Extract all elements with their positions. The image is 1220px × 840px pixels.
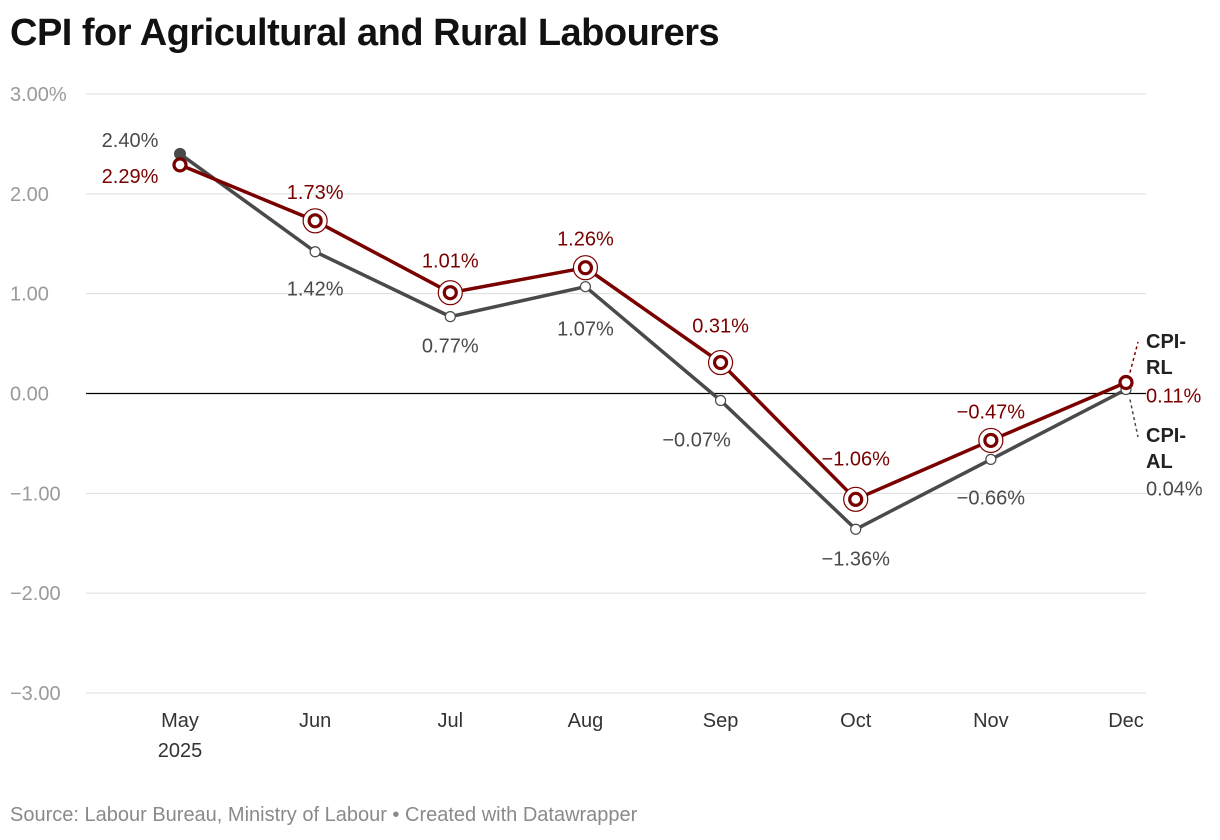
y-tick-label: 1.00 bbox=[10, 284, 49, 306]
data-point-cpi-rl bbox=[172, 157, 188, 173]
footer: Source: Labour Bureau, Ministry of Labou… bbox=[10, 804, 637, 827]
footer-separator: • bbox=[386, 804, 405, 826]
series-name-cpi-rl: RL bbox=[1146, 357, 1173, 379]
data-point-cpi-rl bbox=[848, 491, 864, 507]
x-tick-label: Nov bbox=[973, 710, 1009, 732]
data-label-cpi-rl: 1.01% bbox=[422, 251, 479, 273]
data-label-cpi-rl: −0.47% bbox=[957, 401, 1026, 423]
x-year-label: 2025 bbox=[158, 740, 203, 762]
gridlines bbox=[86, 93, 1146, 694]
y-tick-label: 0.00 bbox=[10, 384, 49, 406]
data-point-cpi-rl bbox=[1118, 374, 1134, 391]
y-axis-ticks: 3.00% 2.00 1.00 0.00 −1.00 −2.00 −3.00 bbox=[10, 84, 67, 705]
x-tick-label: Jun bbox=[299, 710, 331, 732]
data-label-cpi-al: 1.07% bbox=[557, 319, 614, 341]
data-point-cpi-rl bbox=[307, 213, 323, 229]
y-tick-label: −2.00 bbox=[10, 583, 61, 605]
x-tick-label: Oct bbox=[840, 710, 872, 732]
data-point-cpi-al bbox=[579, 281, 592, 293]
y-tick-label: 2.00 bbox=[10, 184, 49, 206]
series-name-cpi-rl: CPI- bbox=[1146, 331, 1186, 353]
data-point-cpi-al bbox=[309, 246, 321, 258]
data-point-cpi-rl bbox=[577, 260, 594, 276]
x-tick-label: Sep bbox=[703, 710, 739, 732]
y-tick-label: −3.00 bbox=[10, 683, 61, 705]
series-line-cpi-al bbox=[178, 152, 1128, 532]
leader-line-cpi-rl bbox=[1129, 341, 1139, 373]
data-label-cpi-al: −1.36% bbox=[822, 548, 891, 570]
line-chart: 3.00% 2.00 1.00 0.00 −1.00 −2.00 −3.00 May Jun J… bbox=[10, 84, 1203, 762]
data-label-cpi-rl: 0.31% bbox=[692, 316, 749, 338]
data-label-cpi-al: 0.04% bbox=[1146, 479, 1203, 501]
source-note: Source: Labour Bureau, Ministry of Labou… bbox=[10, 804, 387, 826]
y-tick-label: 3.00% bbox=[10, 84, 67, 106]
data-label-cpi-al: 2.40% bbox=[102, 130, 159, 152]
data-point-cpi-rl bbox=[442, 285, 458, 301]
chart-title: CPI for Agricultural and Rural Labourers bbox=[10, 12, 720, 54]
x-tick-label: Jul bbox=[437, 710, 463, 732]
x-tick-label: Dec bbox=[1108, 710, 1144, 732]
series-name-cpi-al: CPI- bbox=[1146, 425, 1186, 447]
data-point-cpi-rl bbox=[712, 354, 729, 371]
data-point-cpi-al bbox=[985, 453, 997, 465]
data-label-cpi-al: 0.77% bbox=[422, 336, 479, 358]
data-point-cpi-al bbox=[444, 311, 456, 323]
data-label-cpi-rl: 0.11% bbox=[1146, 386, 1201, 408]
x-tick-label: May bbox=[161, 710, 199, 732]
data-label-cpi-al: −0.07% bbox=[662, 429, 731, 451]
data-label-cpi-rl: 1.73% bbox=[287, 182, 344, 204]
data-label-cpi-rl: 1.26% bbox=[557, 229, 614, 251]
data-point-cpi-al bbox=[850, 523, 862, 535]
data-labels: 2.29% 1.73% 1.01% 1.26% 0.31% −1.06% −0.47% 0.1… bbox=[102, 130, 1203, 570]
data-label-cpi-al: 1.42% bbox=[287, 279, 344, 301]
created-with-link[interactable]: Created with Datawrapper bbox=[405, 804, 638, 826]
y-tick-label: −1.00 bbox=[10, 483, 61, 505]
series-line-cpi-rl bbox=[178, 163, 1128, 502]
data-point-cpi-al bbox=[714, 394, 727, 407]
x-tick-label: Aug bbox=[568, 710, 604, 732]
data-label-cpi-rl: −1.06% bbox=[822, 448, 891, 470]
data-point-cpi-rl bbox=[983, 432, 999, 449]
series-end-labels: CPI- RL CPI- AL bbox=[1129, 331, 1186, 473]
data-label-cpi-al: −0.66% bbox=[957, 487, 1026, 509]
data-label-cpi-rl: 2.29% bbox=[102, 166, 159, 188]
leader-line-cpi-al bbox=[1129, 399, 1139, 438]
data-point-cpi-al bbox=[174, 147, 186, 160]
series-name-cpi-al: AL bbox=[1146, 451, 1173, 473]
x-axis-ticks: May Jun Jul Aug Sep Oct Nov Dec 2025 bbox=[158, 710, 1144, 762]
series-lines bbox=[172, 147, 1134, 535]
